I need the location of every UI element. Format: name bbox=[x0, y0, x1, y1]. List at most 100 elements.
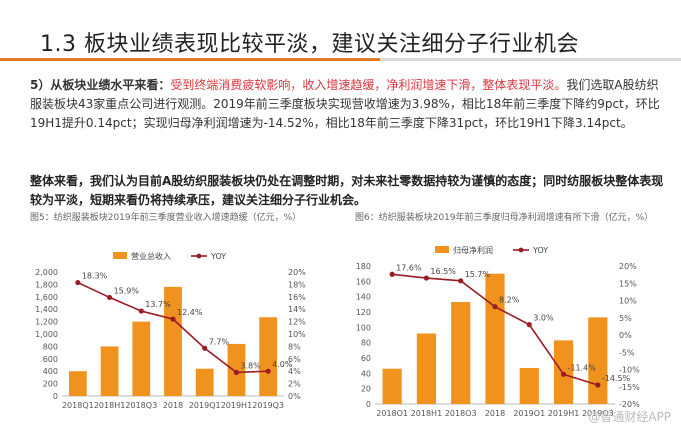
title-divider-accent bbox=[0, 58, 380, 61]
x-tick-label: 2019Q3 bbox=[252, 401, 284, 410]
yoy-data-label: 3.8% bbox=[240, 361, 261, 370]
para-heading: 5）从板块业绩水平来看： bbox=[30, 78, 171, 92]
legend-bar-swatch bbox=[435, 246, 449, 253]
y-tick-label: 80 bbox=[361, 339, 371, 348]
x-tick-label: 2018Q1 bbox=[376, 409, 408, 416]
y2-tick-label: -15% bbox=[619, 383, 640, 392]
y-tick-label: 1,200 bbox=[35, 318, 58, 327]
legend-line-label: YOY bbox=[532, 246, 548, 255]
y2-tick-label: 8% bbox=[288, 342, 301, 351]
legend-line-marker bbox=[518, 247, 524, 253]
legend-bar-label: 归母净利润 bbox=[453, 245, 493, 255]
yoy-point bbox=[170, 316, 176, 322]
y-tick-label: 400 bbox=[43, 367, 58, 376]
yoy-point bbox=[265, 368, 271, 374]
bar bbox=[588, 317, 608, 404]
yoy-point bbox=[106, 294, 113, 301]
yoy-point bbox=[202, 345, 208, 351]
yoy-data-label: 18.3% bbox=[82, 272, 108, 281]
yoy-point bbox=[138, 308, 144, 314]
watermark: @智通财经APP bbox=[588, 410, 671, 424]
y-tick-label: 800 bbox=[43, 342, 58, 351]
bar bbox=[451, 302, 471, 404]
y2-tick-label: -5% bbox=[619, 348, 635, 357]
yoy-data-label: 12.4% bbox=[177, 308, 203, 317]
y2-tick-label: 14% bbox=[288, 305, 306, 314]
yoy-point bbox=[458, 278, 464, 284]
y2-tick-label: 0% bbox=[288, 392, 301, 401]
y-tick-label: 40 bbox=[361, 369, 371, 378]
y-tick-label: 0 bbox=[53, 392, 58, 401]
chart-left-title: 图5：纺织服装板块2019年前三季度营业收入增速趋缓（亿元，%） bbox=[30, 213, 302, 223]
y2-tick-label: 6% bbox=[288, 355, 301, 364]
yoy-data-label: 15.7% bbox=[465, 270, 491, 279]
yoy-point bbox=[526, 322, 532, 328]
y2-tick-label: 5% bbox=[619, 314, 632, 323]
x-tick-label: 2018Q1 bbox=[62, 401, 94, 410]
x-tick-label: 2018Q3 bbox=[445, 409, 477, 416]
yoy-point bbox=[75, 279, 81, 286]
legend-bar-label: 营业总收入 bbox=[131, 251, 171, 261]
y2-tick-label: 4% bbox=[288, 367, 301, 376]
net-profit-chart: 0 20 40 60 80 100 120 140 160 180 -20% -15% -10% -5% 0… bbox=[356, 245, 640, 416]
bar bbox=[68, 371, 87, 396]
x-tick-label: 2019Q3 bbox=[582, 409, 614, 416]
y-tick-label: 1,800 bbox=[35, 280, 58, 289]
y-tick-label: 60 bbox=[361, 354, 371, 363]
yoy-point bbox=[423, 275, 430, 281]
y2-tick-label: 12% bbox=[288, 318, 306, 327]
x-tick-label: 2019Q1 bbox=[513, 409, 545, 416]
y2-tick-label: 2% bbox=[288, 380, 301, 389]
y2-tick-label: 0% bbox=[619, 331, 632, 340]
bar bbox=[485, 273, 505, 404]
y-tick-label: 1,600 bbox=[35, 293, 58, 302]
yoy-data-label: 15.9% bbox=[114, 286, 140, 295]
yoy-data-label: 16.5% bbox=[430, 267, 456, 276]
yoy-point bbox=[595, 382, 601, 388]
yoy-data-label: 7.7% bbox=[209, 337, 230, 346]
y2-tick-label: 16% bbox=[288, 293, 306, 302]
legend-bar-swatch bbox=[113, 252, 127, 259]
bar bbox=[132, 321, 151, 396]
y2-tick-label: 10% bbox=[619, 297, 637, 306]
yoy-point bbox=[492, 304, 498, 310]
body-paragraph: 5）从板块业绩水平来看：受到终端消费疲软影响，收入增速趋缓，净利润增速下滑，整体… bbox=[30, 76, 670, 133]
bar bbox=[195, 368, 214, 396]
x-tick-label: 2019Q1 bbox=[189, 401, 221, 410]
x-tick-label: 2018H1 bbox=[411, 409, 442, 416]
bar bbox=[519, 367, 539, 404]
revenue-chart: 0 200 400 600 800 1,000 1,200 1,400 1,600 1,800 2,… bbox=[35, 251, 306, 410]
y-tick-label: 100 bbox=[356, 323, 371, 332]
y2-tick-label: -10% bbox=[619, 366, 640, 375]
legend-line-label: YOY bbox=[210, 252, 226, 261]
y-tick-label: 1,400 bbox=[35, 305, 58, 314]
yoy-data-label: 4.0% bbox=[272, 360, 293, 369]
y-tick-label: 160 bbox=[356, 277, 371, 286]
yoy-data-label: 8.2% bbox=[499, 296, 520, 305]
bar bbox=[259, 317, 278, 396]
y-tick-label: 600 bbox=[43, 355, 58, 364]
y2-tick-label: 20% bbox=[288, 268, 306, 277]
y-tick-label: 1,000 bbox=[35, 330, 58, 339]
summary-paragraph: 整体来看，我们认为目前A股纺织服装板块仍处在调整时期，对未来社零数据持较为谨慎的… bbox=[30, 174, 664, 207]
y-tick-label: 2,000 bbox=[35, 268, 58, 277]
yoy-point bbox=[233, 369, 240, 376]
yoy-data-label: -14.5% bbox=[602, 374, 631, 383]
yoy-point bbox=[560, 371, 567, 377]
slide-title: 1.3 板块业绩表现比较平淡，建议关注细分子行业机会 bbox=[40, 32, 579, 57]
yoy-point bbox=[389, 271, 395, 277]
chart-right-title: 图6：纺织服装板块2019年前三季度归母净利润增速有所下滑（亿元，%） bbox=[355, 213, 654, 223]
para-body: 我们选取A股纺织服装板块43家重点公司进行观测。2019年前三季度板块实现营收增… bbox=[30, 78, 660, 130]
x-tick-label: 2018 bbox=[163, 401, 183, 410]
x-tick-label: 2018 bbox=[485, 409, 505, 416]
x-tick-label: 2019H1 bbox=[548, 409, 579, 416]
bar bbox=[164, 286, 182, 396]
y2-tick-label: 18% bbox=[288, 280, 306, 289]
yoy-data-label: 3.0% bbox=[533, 314, 554, 323]
bar bbox=[100, 346, 119, 396]
y-tick-label: 0 bbox=[366, 400, 371, 409]
y-tick-label: 140 bbox=[356, 293, 371, 302]
yoy-data-label: 17.6% bbox=[396, 263, 422, 272]
y-tick-label: 120 bbox=[356, 308, 371, 317]
bar bbox=[416, 333, 437, 404]
